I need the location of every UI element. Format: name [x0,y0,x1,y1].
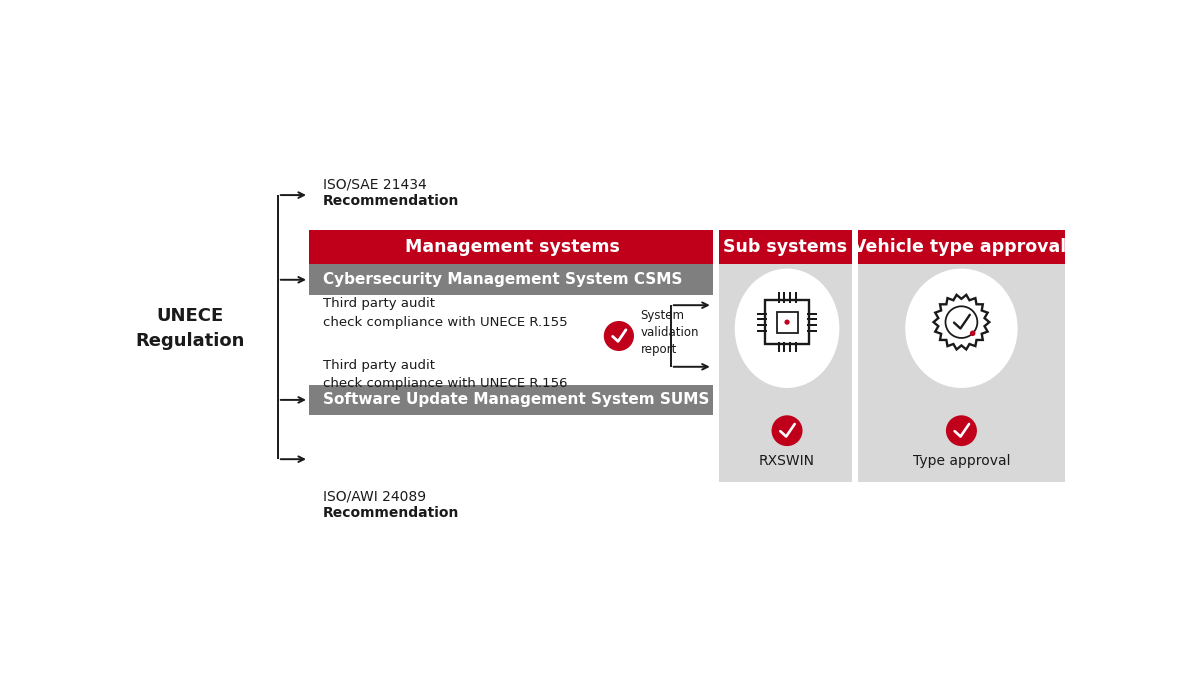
Ellipse shape [734,268,839,388]
Text: ISO/AWI 24089: ISO/AWI 24089 [323,489,426,503]
Text: Management systems: Management systems [404,239,619,256]
Circle shape [946,415,977,446]
Bar [719,264,852,482]
Ellipse shape [905,268,1018,388]
Circle shape [785,320,790,324]
Text: Third party audit
check compliance with UNECE R.156: Third party audit check compliance with … [323,359,568,390]
Circle shape [946,306,977,338]
Text: RXSWIN: RXSWIN [760,454,815,468]
Bar [308,231,713,264]
Text: Sub systems: Sub systems [724,239,847,256]
Text: Third party audit
check compliance with UNECE R.155: Third party audit check compliance with … [323,297,568,329]
Text: Type approval: Type approval [913,454,1010,468]
Bar [719,231,852,264]
Bar [858,231,1064,264]
Polygon shape [934,295,989,349]
Circle shape [772,415,803,446]
Text: Recommendation: Recommendation [323,194,460,208]
Text: Cybersecurity Management System CSMS: Cybersecurity Management System CSMS [323,272,683,287]
Text: System
validation
report: System validation report [641,309,700,356]
Bar [858,264,1064,482]
Text: Software Update Management System SUMS: Software Update Management System SUMS [323,392,709,408]
Circle shape [970,331,976,336]
Text: Vehicle type approval: Vehicle type approval [853,239,1067,256]
Text: UNECE
Regulation: UNECE Regulation [136,307,245,349]
Bar [776,312,798,333]
Bar [308,385,713,415]
FancyBboxPatch shape [764,300,809,344]
Circle shape [604,321,634,351]
Text: ISO/SAE 21434: ISO/SAE 21434 [323,177,426,191]
Bar [308,264,713,295]
Text: Recommendation: Recommendation [323,506,460,520]
